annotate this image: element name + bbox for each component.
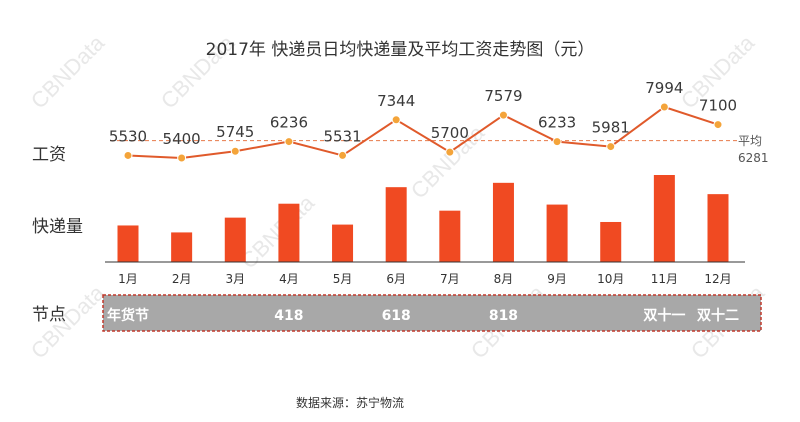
event-label: 418 [274,308,303,324]
source-note: 数据来源：苏宁物流 [296,395,404,410]
event-labels: 年货节 418 618 818 双十一 双十二 [107,307,739,324]
wage-value-label: 7100 [699,97,737,115]
wage-point [445,147,455,157]
chart-title: 2017年 快递员日均快递量及平均工资走势图（元） [206,40,595,60]
x-tick-label: 3月 [225,272,245,286]
wage-value-label: 5530 [109,127,147,145]
x-tick-label: 5月 [333,272,353,286]
wage-value-labels: 5530 5400 5745 6236 5531 7344 5700 7579 6233 5981… [109,79,737,148]
watermark: CBNData [26,30,110,114]
x-tick-label: 7月 [440,272,460,286]
x-tick-label: 8月 [494,272,514,286]
events-row-label: 节点 [32,305,66,325]
wage-point [713,120,723,130]
volume-bar [385,187,407,262]
volume-bar [117,225,139,262]
x-tick-label: 4月 [279,272,299,286]
volume-bar [171,232,193,262]
wage-value-label: 6233 [538,114,576,132]
wage-point [552,137,562,147]
volume-bar [332,224,354,262]
watermark: CBNData [236,190,320,274]
volume-bar [546,204,568,262]
event-label: 双十一 [643,307,685,324]
x-axis-ticks: 1月 2月 3月 4月 5月 6月 7月 8月 9月 10月 11月 12月 [118,272,731,286]
volume-bar [492,182,514,262]
x-tick-label: 12月 [704,272,731,286]
x-tick-label: 11月 [651,272,678,286]
volume-bar [278,203,300,262]
wage-value-label: 5400 [163,130,201,148]
x-tick-label: 2月 [172,272,192,286]
average-value-label: 6281 [738,151,769,165]
volume-bar [653,175,675,262]
volume-bar [439,210,461,262]
volume-row-label: 快递量 [32,217,83,237]
volume-bar [224,217,246,262]
x-tick-label: 6月 [386,272,406,286]
wage-point [338,150,348,160]
wage-value-label: 7579 [484,87,522,105]
event-label: 618 [382,308,411,324]
wage-value-label: 7994 [645,79,683,97]
wage-points [123,102,723,163]
wage-value-label: 5745 [216,123,254,141]
wage-row-label: 工资 [32,145,66,165]
wage-value-label: 7344 [377,92,415,110]
events-band [102,294,762,332]
wage-point [498,110,508,120]
average-label: 平均 [738,134,762,148]
wage-point [177,153,187,163]
event-label: 双十二 [697,307,739,324]
event-label: 年货节 [107,307,149,324]
event-label: 818 [489,308,518,324]
wage-point [606,142,616,152]
wage-point [230,146,240,156]
x-tick-label: 1月 [118,272,138,286]
wage-value-label: 6236 [270,114,308,132]
x-tick-label: 9月 [547,272,567,286]
wage-point [123,150,133,160]
wage-point [284,137,294,147]
wage-point [391,115,401,125]
volume-bar [707,194,729,262]
wage-value-label: 5700 [431,124,469,142]
wage-line [127,105,719,160]
volume-bars [117,175,729,262]
x-tick-label: 10月 [597,272,624,286]
wage-value-label: 5981 [592,119,630,137]
volume-bar [600,221,622,262]
wage-point [659,102,669,112]
wage-value-label: 5531 [323,127,361,145]
